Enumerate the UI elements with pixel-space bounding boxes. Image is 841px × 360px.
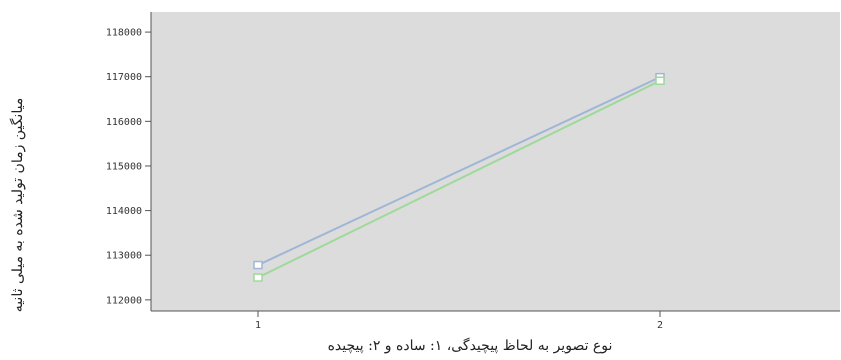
y-tick-label: 116000	[106, 117, 142, 128]
y-axis-title: میانگین زمان تولید شده به میلی ثانیه	[9, 98, 26, 313]
data-point-marker	[655, 76, 665, 85]
y-ticks: 112000 113000 114000 115000 116000 117000 1180…	[106, 28, 151, 306]
x-tick-label: 2	[657, 320, 663, 331]
x-tick-label: 1	[255, 320, 261, 331]
series-line-1	[257, 76, 661, 266]
series-group	[253, 72, 665, 282]
y-tick-label: 112000	[106, 295, 142, 306]
y-tick-label: 117000	[106, 72, 142, 83]
x-axis-title: نوع تصویر به لحاظ پیچیدگی، ۱: ساده و ۲: …	[328, 337, 613, 354]
y-tick-label: 118000	[106, 28, 142, 39]
y-tick-label: 114000	[106, 206, 142, 217]
y-tick-label: 115000	[106, 161, 142, 172]
series-line-2	[257, 79, 661, 279]
y-tick-label: 113000	[106, 251, 142, 262]
data-point-marker	[253, 260, 263, 270]
data-point-marker	[253, 273, 263, 282]
